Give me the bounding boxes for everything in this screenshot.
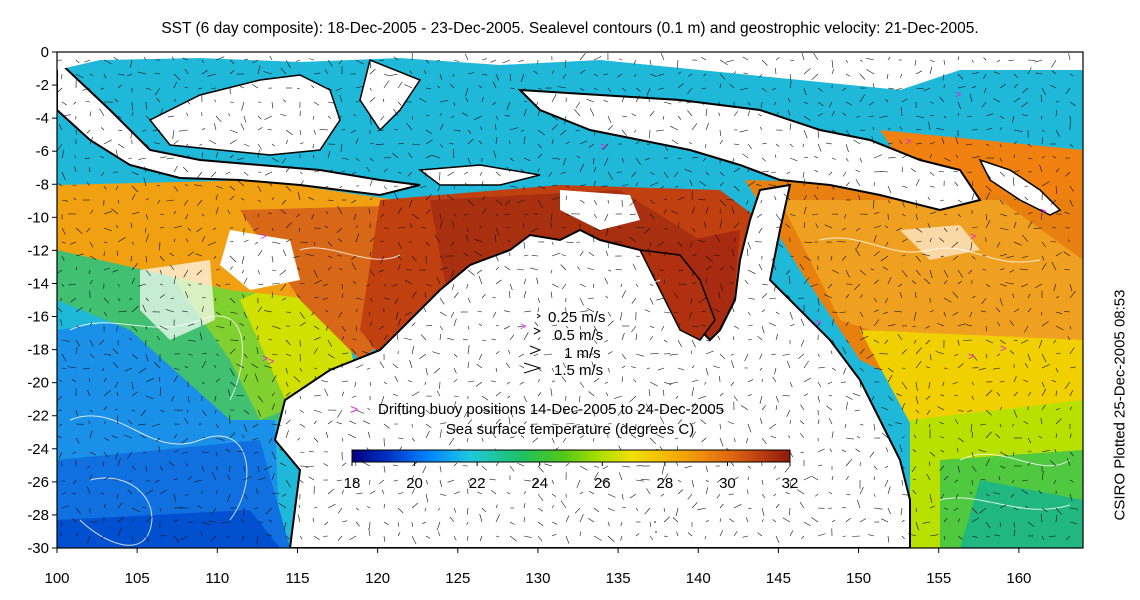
colorbar-tick-label: 28 [657, 475, 674, 492]
map-title: SST (6 day composite): 18-Dec-2005 - 23-… [161, 20, 979, 37]
velocity-legend: 0.25 m/s 0.5 m/s 1 m/s 1.5 m/s [523, 309, 606, 379]
x-tick-label: 135 [606, 570, 631, 587]
y-axis: 0 -2 -4 -6 -8 -10 -12 -14 -16 -18 -20 -22 -24 -26 -28 -… [27, 44, 57, 557]
buoy-marker: > [968, 351, 974, 363]
colorbar-tick-label: 18 [344, 475, 361, 492]
y-tick-label: -30 [27, 540, 49, 557]
velocity-legend-label-2: 1 m/s [564, 345, 601, 362]
buoy-marker: > [905, 136, 911, 148]
plot-frame [56, 51, 1084, 549]
buoy-marker: > [260, 231, 266, 243]
x-tick-label: 160 [1006, 570, 1031, 587]
velocity-arrow-icon [536, 313, 541, 319]
buoy-legend-label: Drifting buoy positions 14-Dec-2005 to 2… [378, 401, 724, 418]
buoy-marker: > [1000, 343, 1006, 355]
velocity-arrow-icon [529, 345, 542, 355]
y-tick-label: -12 [27, 242, 49, 259]
buoy-marker: > [970, 231, 976, 243]
y-tick-label: -8 [36, 176, 49, 193]
buoy-marker: > [600, 141, 606, 153]
colorbar-title: Sea surface temperature (degrees C) [446, 421, 694, 438]
buoy-marker: > [262, 353, 268, 365]
colorbar-tick-label: 32 [782, 475, 799, 492]
velocity-legend-label-3: 1.5 m/s [554, 362, 603, 379]
x-tick-label: 100 [44, 570, 69, 587]
colorbar [351, 449, 791, 463]
x-tick-label: 140 [686, 570, 711, 587]
y-tick-label: -16 [27, 309, 49, 326]
buoy-marker: > [955, 89, 961, 101]
velocity-vectors [57, 52, 1079, 545]
x-tick-label: 120 [365, 570, 390, 587]
y-tick-label: -6 [36, 143, 49, 160]
y-tick-label: -2 [36, 77, 49, 94]
velocity-arrow-icon [523, 362, 542, 374]
x-tick-label: 130 [525, 570, 550, 587]
x-tick-label: 150 [846, 570, 871, 587]
y-tick-label: -14 [27, 275, 49, 292]
velocity-arrow-icon [533, 327, 542, 335]
y-tick-label: -22 [27, 408, 49, 425]
y-tick-label: 0 [41, 44, 49, 61]
x-tick-label: 155 [926, 570, 951, 587]
x-tick-label: 145 [766, 570, 791, 587]
colorbar-tick-label: 20 [406, 475, 423, 492]
y-tick-label: -10 [27, 209, 49, 226]
buoy-marker-icon: > [350, 401, 358, 417]
y-tick-label: -24 [27, 441, 49, 458]
buoy-marker: > [520, 321, 526, 333]
x-axis: 100 105 110 115 120 125 130 135 140 145 150 155 160 [44, 548, 1031, 587]
velocity-legend-label-0: 0.25 m/s [548, 309, 606, 326]
x-tick-label: 125 [445, 570, 470, 587]
buoy-marker: > [268, 356, 274, 368]
x-tick-label: 105 [125, 570, 150, 587]
colorbar-tick-label: 26 [594, 475, 611, 492]
colorbar-tick-label: 30 [719, 475, 736, 492]
x-tick-label: 115 [286, 570, 310, 587]
colorbar-tick-label: 24 [531, 475, 548, 492]
y-tick-label: -26 [27, 474, 49, 491]
y-tick-label: -4 [36, 110, 49, 127]
y-tick-label: -28 [27, 507, 49, 524]
velocity-legend-label-1: 0.5 m/s [554, 327, 603, 344]
x-tick-label: 110 [205, 570, 229, 587]
buoy-markers: > >> >>>>>>>>> [260, 89, 1046, 368]
buoy-marker: > [1040, 206, 1046, 218]
colorbar-tick-label: 22 [469, 475, 486, 492]
colorbar-ticks: 18 20 22 24 26 28 30 32 [344, 462, 799, 492]
y-tick-label: -18 [27, 342, 49, 359]
y-tick-label: -20 [27, 375, 49, 392]
buoy-marker: > [815, 317, 821, 329]
